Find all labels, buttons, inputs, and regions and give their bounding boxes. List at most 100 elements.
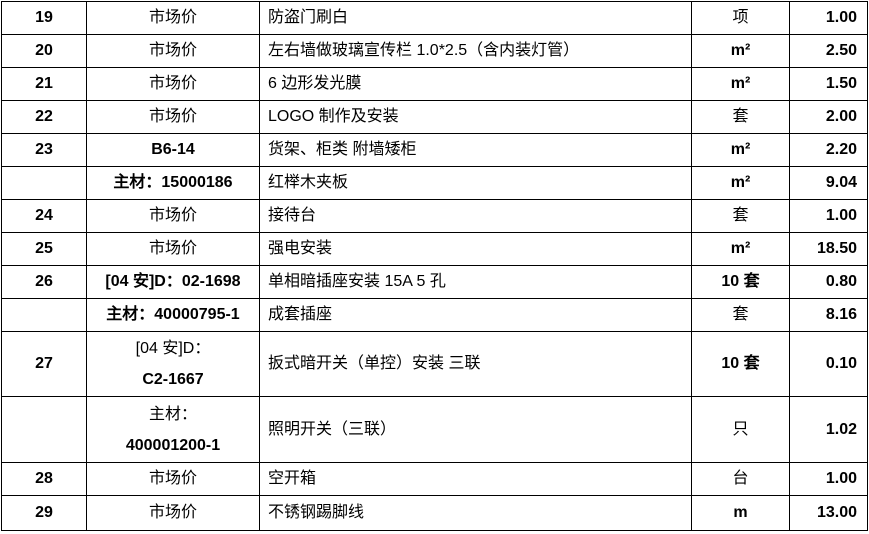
item-number-cell: 25	[1, 232, 87, 266]
code-text: 市场价	[148, 470, 197, 487]
quantity-cell: 2.00	[789, 100, 868, 134]
code-cell: 市场价	[86, 1, 260, 35]
item-number-cell: 21	[1, 67, 87, 101]
quantity-cell: 1.00	[789, 199, 868, 233]
table-row: 28 市场价 空开箱台 1.00	[1, 462, 868, 496]
description-cell: 单相暗插座安装 15A 5 孔	[259, 265, 692, 299]
table-row: 主材： 400001200-1 照明开关（三联）只 1.02	[1, 396, 868, 463]
item-number-cell	[1, 396, 87, 463]
item-number-cell: 24	[1, 199, 87, 233]
item-number-cell: 22	[1, 100, 87, 134]
description-cell: 空开箱	[259, 462, 692, 496]
code-text: 市场价	[148, 240, 197, 257]
item-number-cell: 20	[1, 34, 87, 68]
unit-cell: 台	[691, 462, 790, 496]
item-number-cell: 29	[1, 495, 87, 531]
table-row: 26 [04 安]D：02-1698 单相暗插座安装 15A 5 孔 10 套 0.80	[1, 265, 868, 299]
unit-cell: m²	[691, 166, 790, 200]
unit-cell: 10 套	[691, 331, 790, 397]
description-cell: 照明开关（三联）	[259, 396, 692, 463]
table-row: 19 市场价 防盗门刷白项 1.00	[1, 1, 868, 35]
unit-cell: m	[691, 495, 790, 531]
item-number-cell: 28	[1, 462, 87, 496]
code-text: 主材：15000186	[113, 174, 233, 191]
quantity-cell: 8.16	[789, 298, 868, 332]
code-text: 市场价	[148, 9, 197, 26]
code-cell: 主材：15000186	[86, 166, 260, 200]
code-text: 市场价	[148, 42, 197, 59]
table-row: 主材：40000795-1 成套插座套 8.16	[1, 298, 868, 332]
code-cell: [04 安]D：02-1698	[86, 265, 260, 299]
item-number-cell	[1, 298, 87, 332]
unit-cell: 只	[691, 396, 790, 463]
unit-cell: m²	[691, 34, 790, 68]
code-text: 市场价	[148, 75, 197, 92]
code-cell: 市场价	[86, 462, 260, 496]
item-number-cell	[1, 166, 87, 200]
code-text: 市场价	[148, 207, 197, 224]
description-cell: 红榉木夹板	[259, 166, 692, 200]
description-cell: 成套插座	[259, 298, 692, 332]
table-row: 25 市场价 强电安装 m² 18.50	[1, 232, 868, 266]
description-cell: 不锈钢踢脚线	[259, 495, 692, 531]
description-cell: 货架、柜类 附墙矮柜	[259, 133, 692, 167]
description-cell: LOGO 制作及安装	[259, 100, 692, 134]
table-row: 23 B6-14 货架、柜类 附墙矮柜 m² 2.20	[1, 133, 868, 167]
unit-cell: 套	[691, 298, 790, 332]
code-cell: 市场价	[86, 100, 260, 134]
table-row: 22 市场价 LOGO 制作及安装套 2.00	[1, 100, 868, 134]
unit-cell: 套	[691, 100, 790, 134]
code-cell: 市场价	[86, 232, 260, 266]
unit-cell: 10 套	[691, 265, 790, 299]
code-text: 市场价	[148, 504, 197, 521]
quantity-cell: 1.50	[789, 67, 868, 101]
code-cell: 主材： 400001200-1	[86, 396, 260, 463]
code-text: [04 安]D：	[135, 340, 211, 357]
table-row: 29 市场价 不锈钢踢脚线 m 13.00	[1, 495, 868, 531]
code-text: 市场价	[148, 108, 197, 125]
code-cell: 市场价	[86, 67, 260, 101]
quantity-cell: 9.04	[789, 166, 868, 200]
description-cell: 扳式暗开关（单控）安装 三联	[259, 331, 692, 397]
quantity-cell: 2.20	[789, 133, 868, 167]
table-row: 21 市场价 6 边形发光膜 m² 1.50	[1, 67, 868, 101]
code-cell: 主材：40000795-1	[86, 298, 260, 332]
item-number-cell: 19	[1, 1, 87, 35]
description-cell: 防盗门刷白	[259, 1, 692, 35]
quantity-cell: 2.50	[789, 34, 868, 68]
unit-cell: m²	[691, 232, 790, 266]
quantity-cell: 1.02	[789, 396, 868, 463]
code-cell: 市场价	[86, 495, 260, 531]
code-text-line2: C2-1667	[142, 371, 204, 388]
code-text-line2: 400001200-1	[125, 436, 221, 454]
table-row: 24 市场价 接待台套 1.00	[1, 199, 868, 233]
quantity-cell: 18.50	[789, 232, 868, 266]
table-row: 27 [04 安]D： C2-1667 扳式暗开关（单控）安装 三联 10 套 0.10	[1, 331, 868, 397]
item-number-cell: 27	[1, 331, 87, 397]
code-text: 主材：40000795-1	[106, 306, 240, 323]
quantity-cell: 13.00	[789, 495, 868, 531]
item-number-cell: 26	[1, 265, 87, 299]
unit-cell: m²	[691, 133, 790, 167]
description-cell: 接待台	[259, 199, 692, 233]
code-cell: B6-14	[86, 133, 260, 167]
unit-cell: 项	[691, 1, 790, 35]
description-cell: 强电安装	[259, 232, 692, 266]
code-cell: 市场价	[86, 34, 260, 68]
quantity-cell: 0.80	[789, 265, 868, 299]
code-cell: [04 安]D： C2-1667	[86, 331, 260, 397]
unit-cell: 套	[691, 199, 790, 233]
quantity-cell: 1.00	[789, 1, 868, 35]
code-text: [04 安]D：02-1698	[105, 273, 241, 290]
code-text: 主材：	[148, 405, 197, 423]
table-row: 主材：15000186 红榉木夹板 m² 9.04	[1, 166, 868, 200]
quantity-cell: 1.00	[789, 462, 868, 496]
code-text: B6-14	[151, 141, 195, 158]
description-cell: 左右墙做玻璃宣传栏 1.0*2.5（含内装灯管）	[259, 34, 692, 68]
table-row: 20 市场价 左右墙做玻璃宣传栏 1.0*2.5（含内装灯管） m² 2.50	[1, 34, 868, 68]
code-cell: 市场价	[86, 199, 260, 233]
quantity-cell: 0.10	[789, 331, 868, 397]
item-number-cell: 23	[1, 133, 87, 167]
unit-cell: m²	[691, 67, 790, 101]
